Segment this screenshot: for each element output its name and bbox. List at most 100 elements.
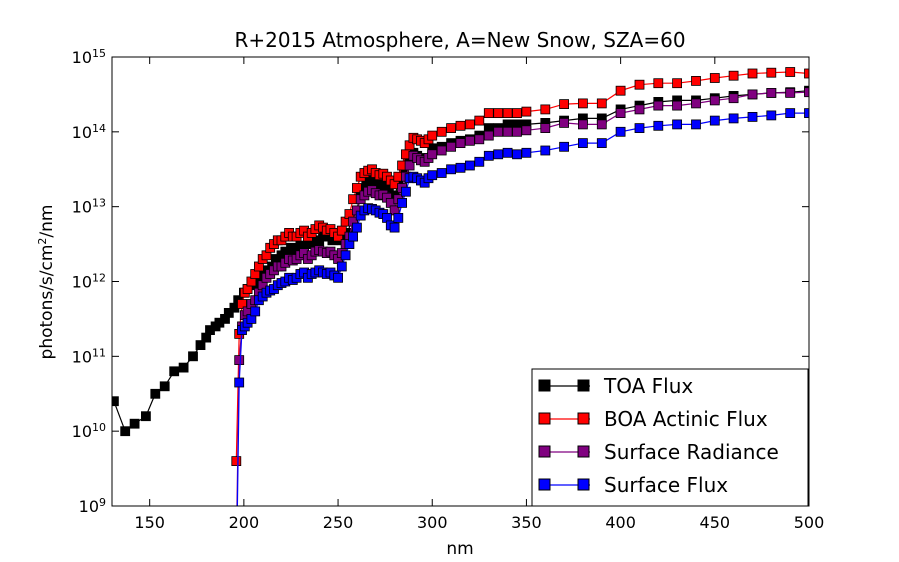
data-point-toa-flux xyxy=(169,366,180,377)
legend-entry-boa-actinic-flux: BOA Actinic Flux xyxy=(538,407,768,431)
legend-marker-surface-radiance xyxy=(538,445,551,458)
data-point-surface-radiance xyxy=(404,160,415,171)
data-point-surface-flux xyxy=(427,170,438,181)
data-point-surface-flux xyxy=(634,123,645,133)
data-point-surface-flux xyxy=(250,306,261,317)
data-point-surface-radiance xyxy=(446,141,457,152)
legend-label-surface-flux: Surface Flux xyxy=(604,473,728,497)
y-tick-label-base: 10 xyxy=(72,422,92,441)
data-point-boa-actinic-flux xyxy=(785,67,796,77)
x-tick-label: 350 xyxy=(511,513,542,532)
data-point-boa-actinic-flux xyxy=(596,98,607,109)
y-tick-label: 1011 xyxy=(72,346,106,367)
data-point-surface-flux xyxy=(474,156,485,167)
data-point-boa-actinic-flux xyxy=(446,123,457,133)
data-point-surface-flux xyxy=(348,231,359,242)
data-point-boa-actinic-flux xyxy=(351,183,362,193)
data-point-surface-radiance xyxy=(436,145,447,156)
y-tick-label-exponent: 12 xyxy=(92,271,106,284)
x-tick-label: 500 xyxy=(794,513,825,532)
series-boa-actinic-flux xyxy=(231,67,809,467)
data-point-surface-radiance xyxy=(512,126,522,137)
y-tick-label-base: 10 xyxy=(72,347,92,366)
data-point-boa-actinic-flux xyxy=(672,78,682,89)
plot-frame xyxy=(111,56,810,507)
data-point-surface-flux xyxy=(446,164,457,175)
legend-entry-surface-flux: Surface Flux xyxy=(538,473,728,497)
y-tick-label-base: 10 xyxy=(79,497,99,516)
data-point-toa-flux xyxy=(223,307,234,318)
data-point-surface-flux xyxy=(389,222,400,233)
x-tick-label: 200 xyxy=(229,513,260,532)
data-point-surface-flux xyxy=(747,112,758,122)
data-point-surface-radiance xyxy=(804,87,809,98)
data-point-boa-actinic-flux xyxy=(804,68,809,79)
legend-label-surface-radiance: Surface Radiance xyxy=(604,440,779,464)
y-tick-label: 1014 xyxy=(72,121,106,142)
y-tick-label-exponent: 15 xyxy=(92,47,106,60)
data-point-toa-flux xyxy=(150,388,161,399)
data-point-surface-flux xyxy=(672,119,682,130)
data-point-boa-actinic-flux xyxy=(474,115,485,126)
y-axis-label: photons/s/cm2/nm xyxy=(36,205,58,360)
data-point-surface-radiance xyxy=(615,108,626,118)
y-tick-label-exponent: 10 xyxy=(92,421,106,434)
data-point-surface-radiance xyxy=(653,100,664,111)
y-tick-label-base: 10 xyxy=(72,48,92,67)
data-point-surface-flux xyxy=(728,113,739,124)
y-tick-label: 1012 xyxy=(72,271,106,292)
legend-marker-boa-actinic-flux xyxy=(538,412,551,425)
data-point-surface-flux xyxy=(709,115,720,126)
data-point-boa-actinic-flux xyxy=(455,120,466,131)
data-point-surface-flux xyxy=(653,120,664,131)
data-point-surface-flux xyxy=(400,186,411,197)
data-point-surface-radiance xyxy=(502,126,513,137)
data-point-toa-flux xyxy=(159,381,170,392)
data-point-surface-radiance xyxy=(766,88,777,98)
data-point-boa-actinic-flux xyxy=(634,79,645,90)
data-point-boa-actinic-flux xyxy=(521,106,532,117)
data-point-surface-radiance xyxy=(474,134,485,145)
data-point-toa-flux xyxy=(129,418,140,429)
legend-marker-surface-flux xyxy=(538,478,551,491)
data-point-surface-radiance xyxy=(596,119,607,130)
data-point-surface-radiance xyxy=(672,100,682,111)
legend-label-toa-flux: TOA Flux xyxy=(603,374,693,398)
data-point-boa-actinic-flux xyxy=(427,130,438,141)
ticks-layer: 150 200 250 300 350 400 450 5001091010101110121… xyxy=(72,47,825,533)
y-tick-label-exponent: 11 xyxy=(92,346,106,359)
data-point-surface-radiance xyxy=(540,123,551,133)
series-surface-flux xyxy=(234,108,809,506)
data-point-surface-flux xyxy=(596,138,607,149)
data-point-surface-flux xyxy=(804,108,809,118)
y-tick-label: 1015 xyxy=(72,47,106,68)
data-point-boa-actinic-flux xyxy=(464,119,475,130)
data-point-surface-flux xyxy=(455,162,466,173)
y-axis-label-tail: /nm xyxy=(37,205,57,238)
data-point-surface-flux xyxy=(493,149,504,160)
legend-marker-surface-flux-end xyxy=(577,478,590,491)
y-tick-label: 1013 xyxy=(72,196,106,217)
data-point-boa-actinic-flux xyxy=(483,108,494,118)
data-point-boa-actinic-flux xyxy=(540,104,551,115)
data-point-surface-radiance xyxy=(747,89,758,100)
data-point-surface-flux xyxy=(691,119,701,130)
x-tick-label: 250 xyxy=(323,513,354,532)
data-point-boa-actinic-flux xyxy=(493,108,504,118)
data-point-surface-flux xyxy=(578,138,588,149)
data-point-boa-actinic-flux xyxy=(512,108,522,118)
data-point-surface-radiance xyxy=(578,119,588,130)
data-point-boa-actinic-flux xyxy=(766,67,777,78)
legend-marker-toa-flux xyxy=(538,379,551,392)
legend-marker-toa-flux-end xyxy=(577,379,590,392)
data-point-surface-flux xyxy=(234,377,245,388)
x-tick-label: 400 xyxy=(605,513,636,532)
x-tick-label: 150 xyxy=(134,513,165,532)
legend-entry-surface-radiance: Surface Radiance xyxy=(538,440,779,464)
data-point-boa-actinic-flux xyxy=(578,98,588,109)
data-point-surface-flux xyxy=(559,141,569,152)
data-point-surface-flux xyxy=(521,147,532,158)
data-point-surface-radiance xyxy=(455,138,466,149)
data-point-surface-flux xyxy=(483,150,494,161)
data-point-surface-radiance xyxy=(634,104,645,115)
